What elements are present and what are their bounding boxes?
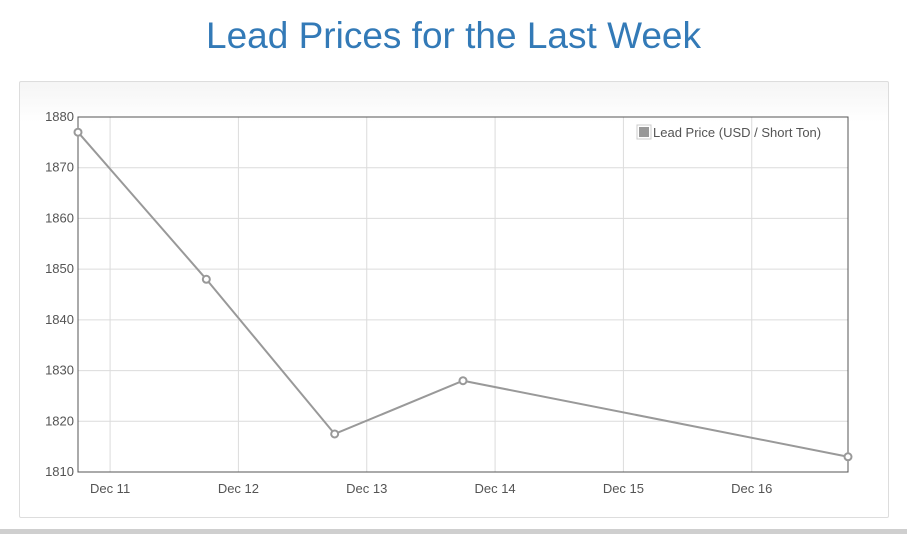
legend: Lead Price (USD / Short Ton) xyxy=(636,124,821,140)
data-point[interactable] xyxy=(201,274,211,284)
y-tick-label: 1840 xyxy=(45,312,74,327)
x-tick-label: Dec 16 xyxy=(731,481,772,496)
plot-frame xyxy=(77,116,849,473)
bottom-divider xyxy=(0,529,907,534)
data-point[interactable] xyxy=(73,127,83,137)
data-point[interactable] xyxy=(458,376,468,386)
y-tick-label: 1830 xyxy=(45,363,74,378)
x-tick-label: Dec 11 xyxy=(90,481,130,496)
chart-panel xyxy=(19,81,889,518)
x-tick-label: Dec 12 xyxy=(218,481,259,496)
series-layer xyxy=(73,127,853,462)
y-tick-label: 1820 xyxy=(45,413,74,428)
data-point[interactable] xyxy=(843,452,853,462)
axes: 1810 1820 1830 1840 1850 1860 1870 1880 Dec 11 De… xyxy=(45,109,849,496)
legend-swatch xyxy=(639,127,649,137)
y-tick-label: 1810 xyxy=(45,464,74,479)
y-tick-label: 1860 xyxy=(45,210,74,225)
y-tick-label: 1850 xyxy=(45,261,74,276)
y-tick-label: 1880 xyxy=(45,109,74,124)
series-line xyxy=(77,131,849,458)
grid xyxy=(78,116,848,473)
page-title: Lead Prices for the Last Week xyxy=(206,15,701,56)
x-tick-label: Dec 15 xyxy=(603,481,644,496)
legend-label: Lead Price (USD / Short Ton) xyxy=(653,125,821,140)
y-tick-label: 1870 xyxy=(45,160,74,175)
x-tick-label: Dec 14 xyxy=(474,481,515,496)
data-point[interactable] xyxy=(330,429,340,439)
x-tick-label: Dec 13 xyxy=(346,481,387,496)
